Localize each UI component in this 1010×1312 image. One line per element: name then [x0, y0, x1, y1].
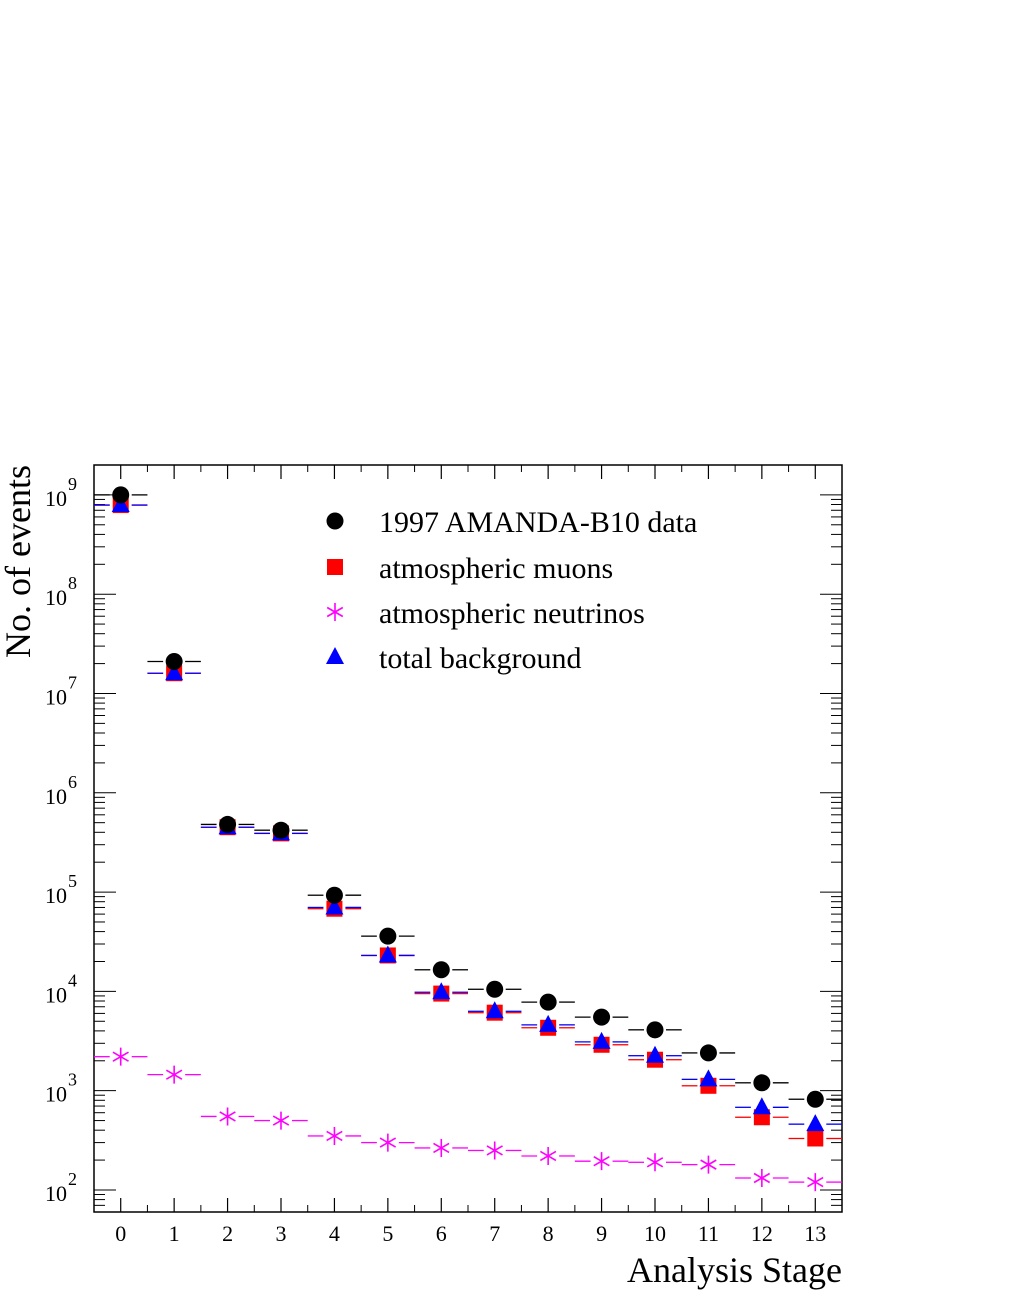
y-tick-label: 10 [45, 784, 67, 809]
y-tick-label: 10 [45, 982, 67, 1007]
x-axis: 0 1 2 3 4 5 6 7 8 9 10 11 12 13 [115, 465, 826, 1246]
legend-label: total background [379, 642, 581, 675]
y-tick-label-exponent: 6 [68, 772, 77, 792]
marker-circle [112, 486, 130, 504]
marker-asterisk [646, 1153, 664, 1172]
legend-label: 1997 AMANDA-B10 data [379, 506, 697, 539]
y-tick-label-exponent: 3 [68, 1070, 77, 1090]
marker-asterisk [539, 1146, 557, 1165]
y-tick-label: 10 [45, 684, 67, 709]
marker-triangle [111, 495, 130, 513]
x-tick-label: 3 [276, 1221, 287, 1246]
x-tick-label: 4 [329, 1221, 340, 1246]
legend-label: atmospheric muons [379, 552, 613, 585]
y-axis-label: No. of events [0, 465, 38, 658]
y-tick-label-exponent: 9 [68, 474, 77, 494]
x-tick-label: 13 [804, 1221, 826, 1246]
marker-circle [219, 815, 237, 833]
marker-circle [486, 980, 504, 998]
marker-circle [165, 652, 183, 670]
x-tick-label: 6 [436, 1221, 447, 1246]
x-tick-label: 0 [115, 1221, 126, 1246]
y-tick-label-exponent: 5 [68, 871, 77, 891]
x-tick-label: 10 [644, 1221, 666, 1246]
marker-circle [325, 886, 343, 904]
x-tick-label: 8 [543, 1221, 554, 1246]
marker-circle [593, 1008, 611, 1026]
y-tick-label-exponent: 4 [68, 970, 77, 990]
marker-asterisk [433, 1138, 450, 1157]
x-tick-label: 11 [698, 1221, 719, 1246]
marker-circle [806, 1090, 824, 1108]
y-tick-label-exponent: 2 [68, 1169, 77, 1189]
y-tick-label: 10 [45, 1082, 67, 1107]
marker-asterisk [112, 1047, 129, 1066]
y-tick-label: 10 [45, 1181, 67, 1206]
marker-circle [646, 1021, 664, 1039]
legend-item: atmospheric muons [327, 552, 613, 585]
x-tick-label: 9 [596, 1221, 607, 1246]
x-axis-label: Analysis Stage [627, 1250, 842, 1290]
marker-circle [272, 821, 290, 839]
x-tick-label: 12 [751, 1221, 773, 1246]
marker-asterisk [219, 1107, 236, 1126]
x-tick-label: 2 [222, 1221, 233, 1246]
series-asterisk [94, 1047, 842, 1192]
y-tick-label-exponent: 8 [68, 573, 77, 593]
marker-circle [326, 512, 344, 530]
y-tick-label: 10 [45, 883, 67, 908]
marker-asterisk [272, 1111, 290, 1130]
marker-triangle [806, 1114, 825, 1132]
marker-square [807, 1130, 824, 1147]
marker-triangle [539, 1014, 558, 1032]
marker-triangle [646, 1045, 664, 1063]
y-tick-label: 10 [45, 486, 67, 511]
legend-item: 1997 AMANDA-B10 data [326, 506, 697, 539]
marker-triangle [326, 647, 344, 664]
marker-triangle [325, 897, 344, 915]
legend-label: atmospheric neutrinos [379, 597, 645, 630]
marker-asterisk [165, 1065, 183, 1084]
x-tick-label: 1 [169, 1221, 180, 1246]
y-tick-label: 10 [45, 585, 67, 610]
marker-asterisk [807, 1173, 824, 1192]
marker-triangle [432, 982, 451, 1000]
marker-square [327, 559, 343, 575]
marker-asterisk [326, 1126, 343, 1145]
marker-triangle [165, 663, 184, 681]
series-triangle [94, 495, 842, 1132]
marker-asterisk [753, 1169, 771, 1187]
marker-circle [699, 1044, 717, 1062]
marker-triangle [378, 945, 397, 963]
marker-circle [432, 961, 450, 979]
series-square [94, 497, 842, 1147]
marker-asterisk [326, 603, 344, 621]
marker-circle [753, 1074, 771, 1092]
marker-triangle [699, 1069, 718, 1087]
marker-asterisk [593, 1152, 610, 1171]
legend: 1997 AMANDA-B10 data atmospheric muons atm… [326, 506, 697, 675]
y-tick-label-exponent: 7 [68, 672, 77, 692]
marker-triangle [485, 1001, 504, 1019]
marker-triangle [592, 1031, 611, 1049]
x-tick-label: 7 [489, 1221, 500, 1246]
marker-asterisk [700, 1155, 717, 1174]
marker-circle [379, 927, 397, 945]
legend-item: total background [326, 642, 581, 675]
marker-circle [539, 993, 557, 1011]
x-tick-label: 5 [382, 1221, 393, 1246]
marker-asterisk [379, 1133, 397, 1152]
marker-triangle [752, 1097, 771, 1115]
legend-item: atmospheric neutrinos [326, 597, 645, 630]
series-circle [94, 486, 842, 1108]
marker-asterisk [486, 1141, 503, 1160]
